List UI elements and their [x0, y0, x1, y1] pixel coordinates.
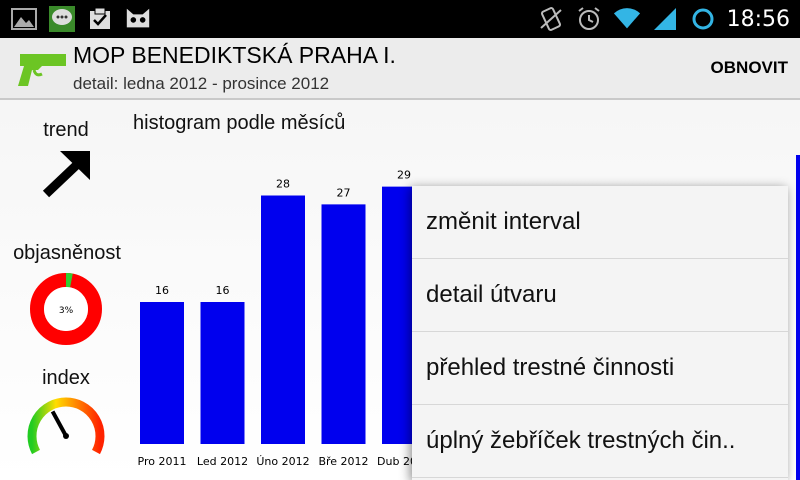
- menu-item-change-interval[interactable]: změnit interval: [412, 186, 788, 259]
- system-icons: 18:56: [537, 0, 790, 38]
- gallery-icon: [10, 5, 38, 33]
- android-cat-icon: [124, 5, 152, 33]
- histogram-title: histogram podle měsíců: [133, 112, 346, 134]
- sync-icon: [689, 5, 717, 33]
- clearance-segment: [65, 273, 73, 288]
- histogram-bar: [321, 204, 366, 444]
- overflow-menu: změnit interval detail útvaru přehled tr…: [412, 186, 788, 480]
- bar-value-label: 16: [216, 284, 230, 297]
- task-check-icon: [86, 5, 114, 33]
- notification-icons: [0, 0, 152, 38]
- category-label: Led 2012: [197, 455, 248, 468]
- category-label: Úno 2012: [256, 455, 309, 468]
- bar-value-label: 27: [337, 186, 351, 199]
- status-bar: 18:56: [0, 0, 800, 38]
- offscreen-bar-edge: [796, 155, 800, 480]
- bar-value-label: 28: [276, 178, 290, 191]
- signal-icon: [651, 5, 679, 33]
- gauge-needle: [50, 410, 68, 437]
- action-bar: MOP BENEDIKTSKÁ PRAHA I. detail: ledna 2…: [0, 38, 800, 100]
- histogram-bar: [261, 195, 305, 444]
- wifi-icon: [613, 5, 641, 33]
- histogram-bar: [200, 302, 245, 444]
- histogram-bar: [140, 302, 184, 444]
- category-label: Bře 2012: [318, 455, 368, 468]
- messenger-icon: [48, 5, 76, 33]
- bar-value-label: 16: [155, 284, 169, 297]
- index-gauge: [26, 396, 106, 456]
- gun-icon[interactable]: [16, 50, 68, 88]
- index-label: index: [42, 367, 90, 389]
- clock-time: 18:56: [726, 6, 790, 32]
- clearance-percent: 3%: [59, 306, 74, 316]
- menu-item-unit-detail[interactable]: detail útvaru: [412, 259, 788, 332]
- refresh-button[interactable]: OBNOVIT: [710, 58, 788, 77]
- page-title: MOP BENEDIKTSKÁ PRAHA I.: [73, 42, 396, 68]
- menu-item-crime-overview[interactable]: přehled trestné činnosti: [412, 332, 788, 405]
- clearance-donut-chart: 3%: [29, 272, 103, 346]
- vibrate-icon: [537, 5, 565, 33]
- clearance-label: objasněnost: [13, 242, 121, 264]
- trend-label: trend: [43, 119, 89, 141]
- category-label: Pro 2011: [138, 455, 187, 468]
- arrow-up-right-icon: [40, 148, 94, 200]
- alarm-icon: [575, 5, 603, 33]
- bar-value-label: 29: [397, 169, 411, 182]
- menu-item-full-crime-ranking[interactable]: úplný žebříček trestných čin..: [412, 405, 788, 478]
- page-subtitle: detail: ledna 2012 - prosince 2012: [73, 74, 330, 93]
